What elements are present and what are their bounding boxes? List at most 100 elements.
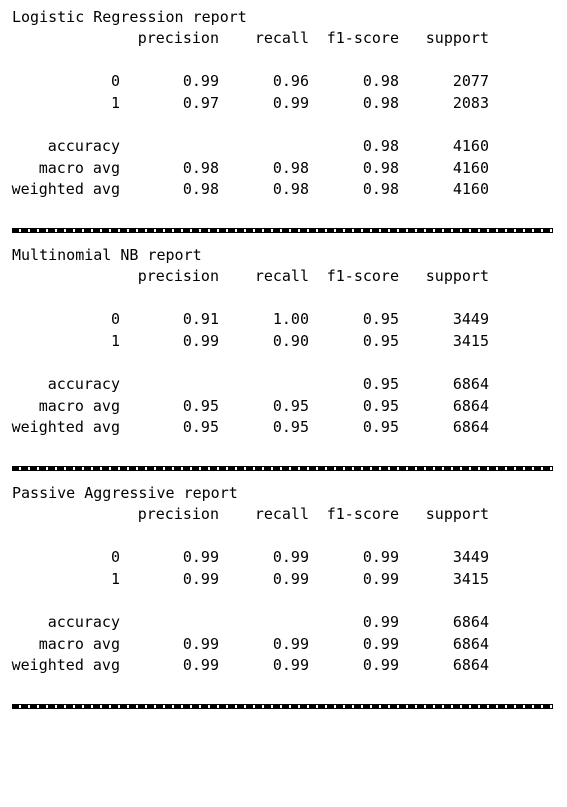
support-value: 6864 bbox=[452, 613, 489, 632]
header-row: precision recall f1-score support bbox=[12, 504, 557, 526]
f1-value: 0.98 bbox=[362, 93, 399, 112]
row-label: macro avg bbox=[38, 158, 120, 177]
recall-value: 0.95 bbox=[272, 396, 309, 415]
precision-value: 0.99 bbox=[182, 569, 219, 588]
header-support: support bbox=[425, 29, 489, 47]
report-passive-aggressive: Passive Aggressive report precision reca… bbox=[11, 482, 557, 709]
recall-value: 0.95 bbox=[272, 418, 309, 437]
precision-value: 0.99 bbox=[182, 72, 219, 91]
blank-line bbox=[12, 288, 557, 310]
row-label: accuracy bbox=[47, 613, 120, 632]
precision-value: 0.99 bbox=[182, 331, 219, 350]
recall-value: 0.96 bbox=[272, 72, 309, 91]
summary-row: macro avg 0.98 0.98 0.98 4160 bbox=[12, 158, 557, 180]
summary-row: accuracy 0.99 6864 bbox=[12, 612, 557, 634]
f1-value: 0.95 bbox=[362, 418, 399, 437]
header-precision: precision bbox=[137, 267, 219, 285]
header-recall: recall bbox=[254, 267, 309, 285]
precision-value: 0.99 bbox=[182, 548, 219, 567]
separator-line bbox=[12, 704, 553, 709]
recall-value: 1.00 bbox=[272, 310, 309, 329]
f1-value: 0.98 bbox=[362, 137, 399, 156]
f1-value: 0.99 bbox=[362, 569, 399, 588]
row-label: 0 bbox=[110, 72, 120, 91]
summary-row: accuracy 0.95 6864 bbox=[12, 374, 557, 396]
support-value: 2077 bbox=[452, 72, 489, 91]
precision-value: 0.99 bbox=[182, 634, 219, 653]
header-f1-score: f1-score bbox=[326, 505, 399, 523]
console-output: Logistic Regression report precision rec… bbox=[11, 6, 557, 709]
support-value: 4160 bbox=[452, 158, 489, 177]
blank-line bbox=[12, 591, 557, 613]
summary-row: macro avg 0.99 0.99 0.99 6864 bbox=[12, 634, 557, 656]
row-label: 1 bbox=[110, 331, 120, 350]
summary-row: accuracy 0.98 4160 bbox=[12, 136, 557, 158]
row-label: 1 bbox=[110, 93, 120, 112]
blank-line bbox=[12, 353, 557, 375]
row-label: macro avg bbox=[38, 634, 120, 653]
report-title: Passive Aggressive report bbox=[12, 484, 238, 502]
support-value: 6864 bbox=[452, 375, 489, 394]
support-value: 4160 bbox=[452, 180, 489, 199]
precision-value: 0.98 bbox=[182, 180, 219, 199]
summary-row: macro avg 0.95 0.95 0.95 6864 bbox=[12, 396, 557, 418]
report-logistic-regression: Logistic Regression report precision rec… bbox=[12, 6, 557, 233]
row-label: accuracy bbox=[47, 375, 120, 394]
recall-value: 0.98 bbox=[272, 180, 309, 199]
support-value: 3449 bbox=[452, 310, 489, 329]
support-value: 6864 bbox=[452, 656, 489, 675]
class-row: 1 0.97 0.99 0.98 2083 bbox=[12, 93, 557, 115]
recall-value: 0.99 bbox=[272, 548, 309, 567]
recall-value: 0.98 bbox=[272, 158, 309, 177]
report-multinomial-nb: Multinomial NB report precision recall f… bbox=[12, 244, 557, 471]
header-recall: recall bbox=[254, 29, 309, 47]
row-label: 1 bbox=[110, 569, 120, 588]
support-value: 6864 bbox=[452, 418, 489, 437]
report-title: Logistic Regression report bbox=[12, 8, 247, 26]
class-row: 0 0.99 0.99 0.99 3449 bbox=[12, 547, 557, 569]
recall-value: 0.99 bbox=[272, 569, 309, 588]
blank-line bbox=[12, 526, 557, 548]
row-label: 0 bbox=[110, 310, 120, 329]
header-support: support bbox=[425, 267, 489, 285]
support-value: 2083 bbox=[452, 93, 489, 112]
row-label: weighted avg bbox=[11, 656, 120, 675]
support-value: 4160 bbox=[452, 137, 489, 156]
row-label: macro avg bbox=[38, 396, 120, 415]
class-row: 0 0.99 0.96 0.98 2077 bbox=[12, 71, 557, 93]
recall-value: 0.99 bbox=[272, 634, 309, 653]
f1-value: 0.95 bbox=[362, 396, 399, 415]
precision-value: 0.95 bbox=[182, 418, 219, 437]
row-label: 0 bbox=[110, 548, 120, 567]
separator-line bbox=[12, 228, 553, 233]
recall-value: 0.99 bbox=[272, 656, 309, 675]
row-label: accuracy bbox=[47, 137, 120, 156]
report-title: Multinomial NB report bbox=[12, 246, 202, 264]
f1-value: 0.99 bbox=[362, 613, 399, 632]
recall-value: 0.90 bbox=[272, 331, 309, 350]
class-row: 0 0.91 1.00 0.95 3449 bbox=[12, 309, 557, 331]
f1-value: 0.98 bbox=[362, 158, 399, 177]
summary-row: weighted avg 0.95 0.95 0.95 6864 bbox=[12, 417, 557, 439]
f1-value: 0.95 bbox=[362, 331, 399, 350]
header-recall: recall bbox=[254, 505, 309, 523]
support-value: 6864 bbox=[452, 634, 489, 653]
support-value: 3449 bbox=[452, 548, 489, 567]
support-value: 3415 bbox=[452, 331, 489, 350]
f1-value: 0.99 bbox=[362, 548, 399, 567]
summary-row: weighted avg 0.98 0.98 0.98 4160 bbox=[12, 179, 557, 201]
header-f1-score: f1-score bbox=[326, 267, 399, 285]
header-precision: precision bbox=[137, 505, 219, 523]
support-value: 6864 bbox=[452, 396, 489, 415]
header-precision: precision bbox=[137, 29, 219, 47]
f1-value: 0.95 bbox=[362, 375, 399, 394]
row-label: weighted avg bbox=[11, 180, 120, 199]
header-row: precision recall f1-score support bbox=[12, 28, 557, 50]
class-row: 1 0.99 0.90 0.95 3415 bbox=[12, 331, 557, 353]
f1-value: 0.98 bbox=[362, 72, 399, 91]
blank-line bbox=[12, 115, 557, 137]
precision-value: 0.97 bbox=[182, 93, 219, 112]
f1-value: 0.98 bbox=[362, 180, 399, 199]
blank-line bbox=[12, 50, 557, 72]
precision-value: 0.98 bbox=[182, 158, 219, 177]
